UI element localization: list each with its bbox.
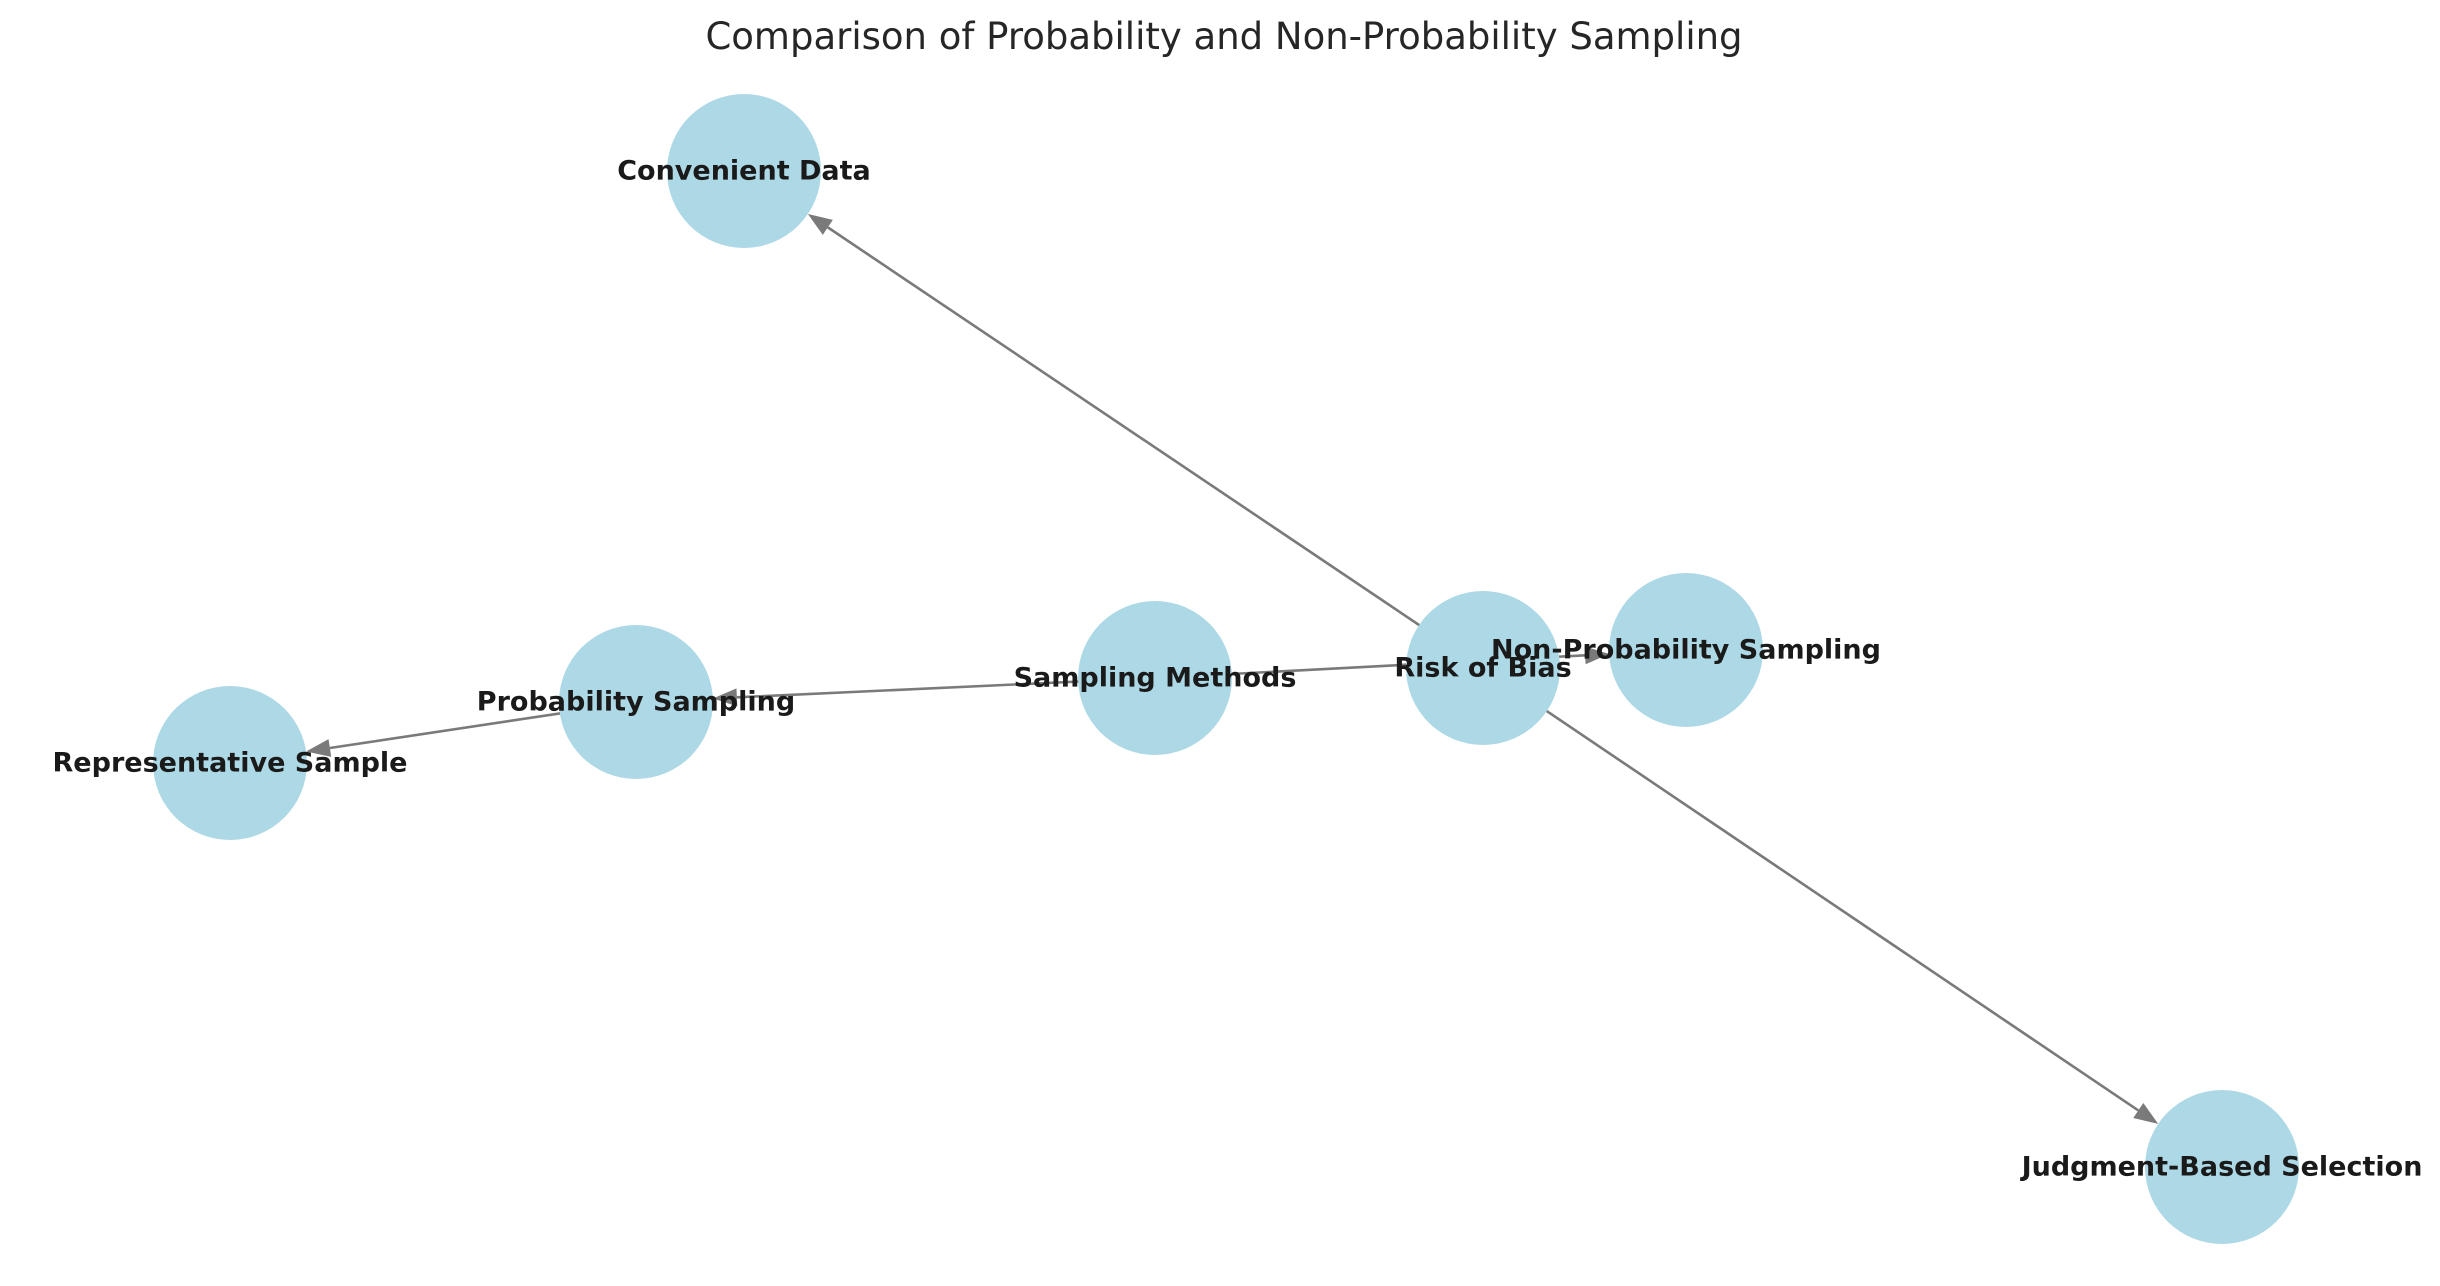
arrowhead-prob-to-rep xyxy=(306,739,332,757)
node-label-judg: Judgment-Based Selection xyxy=(2020,1152,2423,1183)
node-rep xyxy=(153,686,307,840)
arrowhead-risk-to-conv xyxy=(807,213,833,235)
node-nonprob xyxy=(1609,573,1763,727)
node-conv xyxy=(667,94,821,248)
node-sampling xyxy=(1078,601,1232,755)
node-label-sampling: Sampling Methods xyxy=(1014,663,1297,694)
diagram-title: Comparison of Probability and Non-Probab… xyxy=(705,15,1742,58)
nodes-layer xyxy=(153,94,2299,1244)
edge-risk-to-conv xyxy=(827,226,1484,670)
node-label-prob: Probability Sampling xyxy=(477,687,795,718)
node-label-risk: Risk of Bias xyxy=(1394,653,1571,684)
labels-layer: Sampling Methods Probability Sampling Repr… xyxy=(53,156,2423,1183)
arrowhead-sampling-to-nonprob xyxy=(1584,646,1610,665)
node-label-conv: Convenient Data xyxy=(617,156,871,187)
node-risk xyxy=(1406,591,1560,745)
node-label-nonprob: Non-Probability Sampling xyxy=(1491,635,1881,666)
node-prob xyxy=(559,625,713,779)
node-judg xyxy=(2145,1090,2299,1244)
arrowhead-risk-to-judg xyxy=(2133,1103,2159,1124)
arrowhead-sampling-to-prob xyxy=(712,688,738,707)
edge-risk-to-judg xyxy=(1482,666,2140,1112)
node-label-rep: Representative Sample xyxy=(53,748,408,779)
